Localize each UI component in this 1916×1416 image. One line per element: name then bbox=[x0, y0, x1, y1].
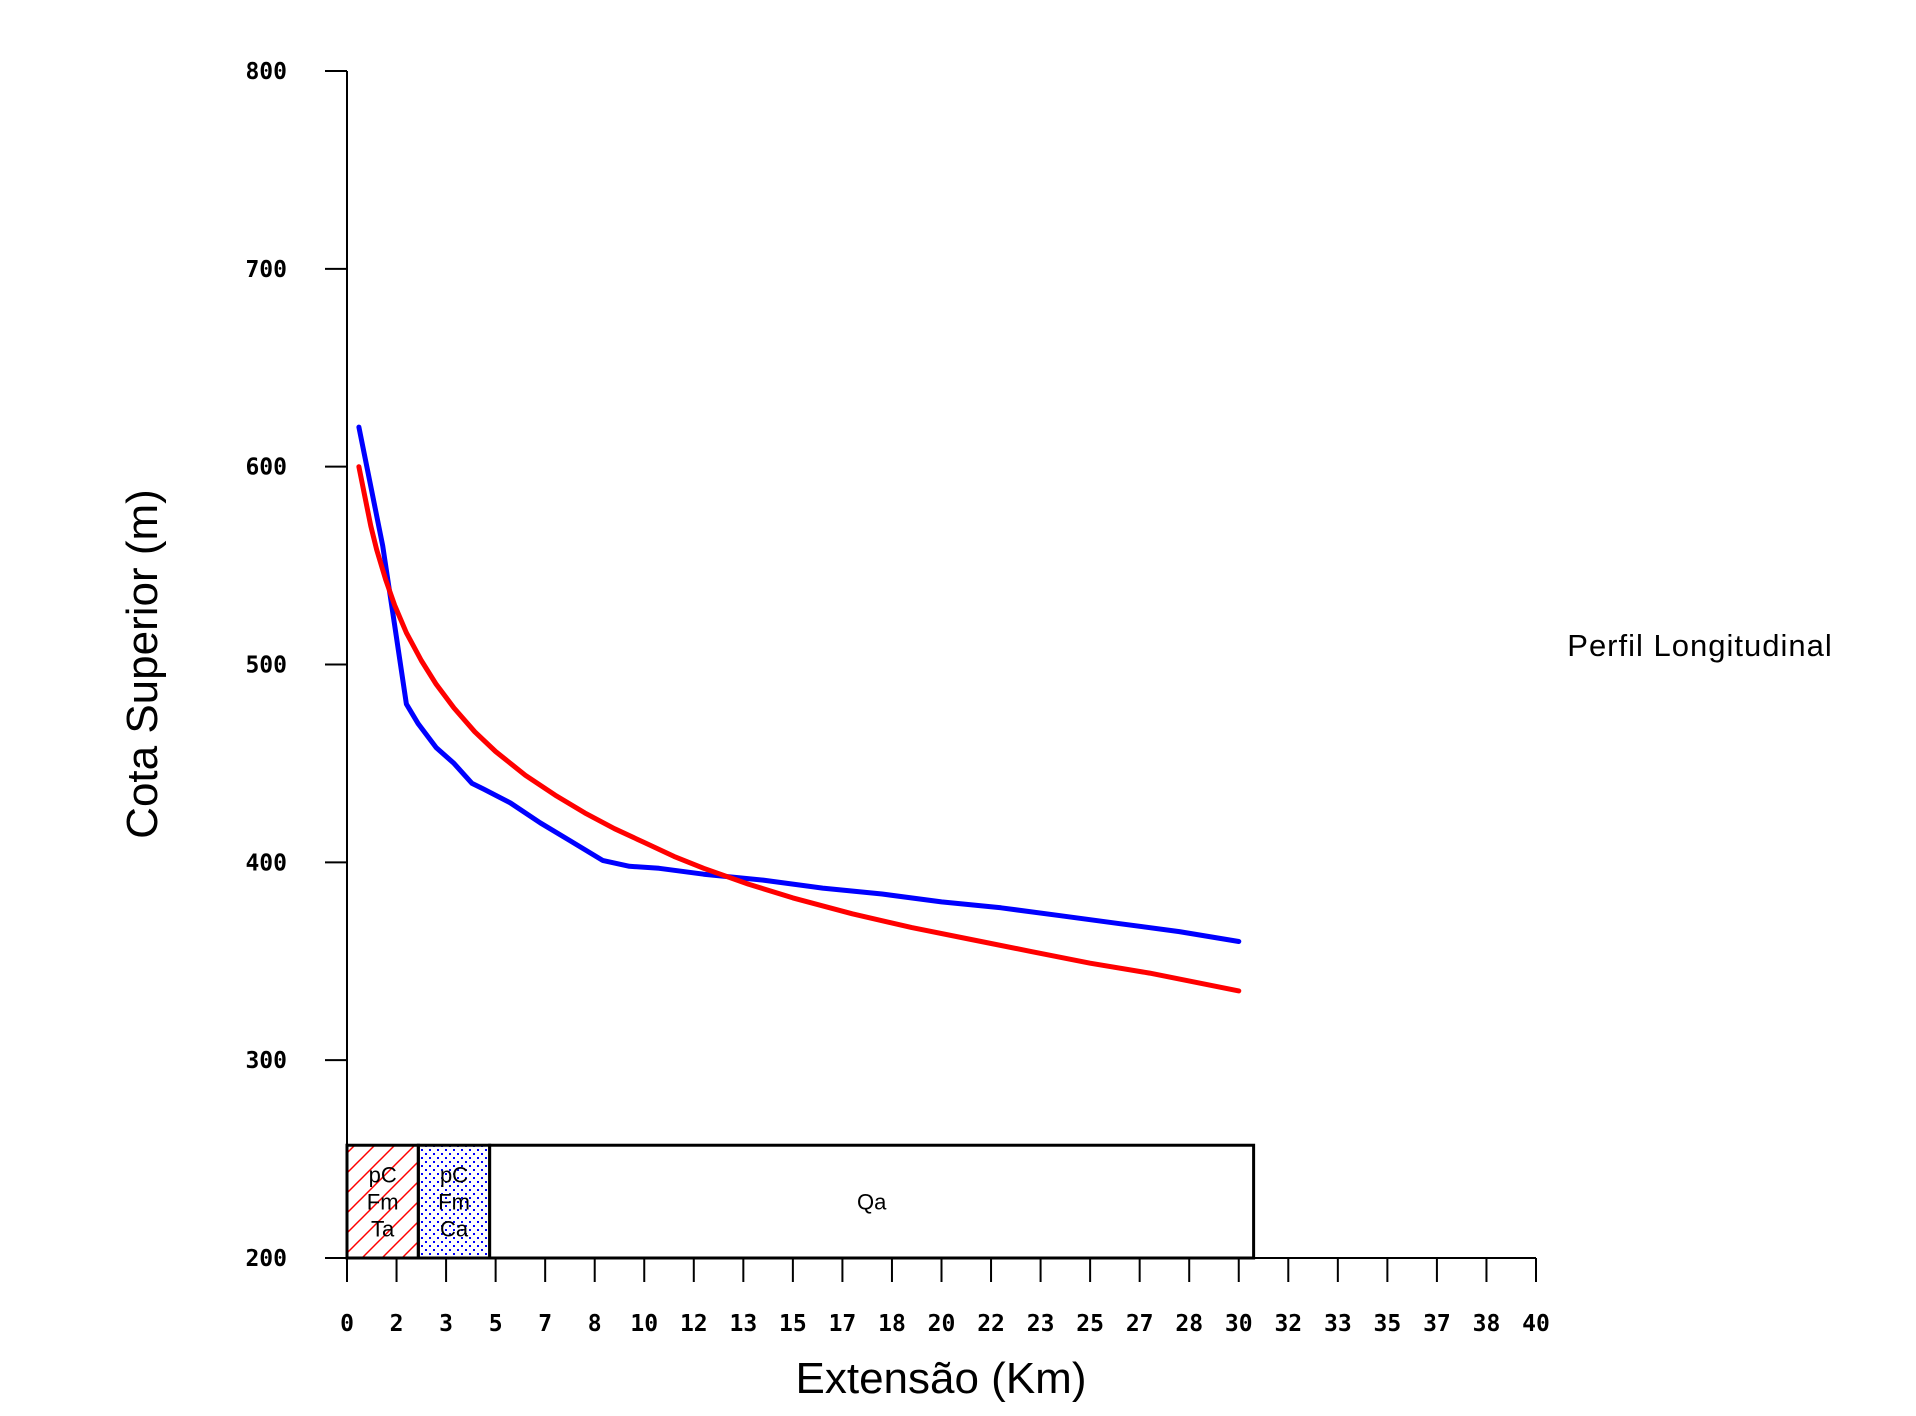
x-ticks: 0 2 3 5 7 8 10 12 13 15 17 18 20 22 23 25 27 28 30 32 33 35 37… bbox=[340, 1258, 1550, 1337]
y-tick-label: 700 bbox=[245, 257, 287, 283]
formation-label: Fm bbox=[438, 1190, 470, 1215]
x-tick-label: 23 bbox=[1027, 1311, 1055, 1337]
formation-label: Fm bbox=[367, 1190, 399, 1215]
x-tick-label: 0 bbox=[340, 1311, 354, 1337]
x-tick-label: 37 bbox=[1423, 1311, 1451, 1337]
formation-box bbox=[488, 1143, 1256, 1260]
axes bbox=[346, 71, 1536, 1259]
x-tick-label: 35 bbox=[1374, 1311, 1402, 1337]
y-tick-label: 500 bbox=[245, 653, 287, 679]
x-tick-label: 3 bbox=[439, 1311, 453, 1337]
x-tick-label: 38 bbox=[1473, 1311, 1501, 1337]
formation-label: Ta bbox=[371, 1217, 395, 1242]
formation-label: Ca bbox=[440, 1217, 469, 1242]
y-tick-label: 600 bbox=[245, 455, 287, 481]
formation-label: Qa bbox=[857, 1190, 887, 1215]
x-tick-label: 40 bbox=[1522, 1311, 1550, 1337]
y-axis-title: Cota Superior (m) bbox=[118, 489, 167, 839]
x-tick-label: 33 bbox=[1324, 1311, 1352, 1337]
x-tick-label: 20 bbox=[928, 1311, 956, 1337]
x-tick-label: 28 bbox=[1175, 1311, 1203, 1337]
series-line bbox=[356, 464, 1242, 994]
x-tick-label: 18 bbox=[878, 1311, 906, 1337]
formation-label: pC bbox=[440, 1163, 468, 1188]
x-tick-label: 5 bbox=[489, 1311, 503, 1337]
x-tick-label: 27 bbox=[1126, 1311, 1154, 1337]
series-line bbox=[356, 424, 1242, 944]
x-tick-label: 13 bbox=[729, 1311, 757, 1337]
formation-label: pC bbox=[369, 1163, 397, 1188]
x-tick-label: 30 bbox=[1225, 1311, 1253, 1337]
x-tick-label: 17 bbox=[829, 1311, 857, 1337]
x-tick-label: 2 bbox=[390, 1311, 404, 1337]
x-tick-label: 12 bbox=[680, 1311, 708, 1337]
y-tick-label: 200 bbox=[245, 1246, 287, 1272]
y-tick-label: 800 bbox=[245, 59, 287, 85]
chart-title: Perfil Longitudinal bbox=[1567, 628, 1832, 663]
x-tick-label: 22 bbox=[977, 1311, 1005, 1337]
x-tick-label: 32 bbox=[1274, 1311, 1302, 1337]
y-ticks: 200 300 400 500 600 700 800 bbox=[245, 59, 347, 1272]
y-tick-label: 400 bbox=[245, 850, 287, 876]
series bbox=[356, 424, 1242, 994]
x-tick-label: 15 bbox=[779, 1311, 807, 1337]
y-tick-label: 300 bbox=[245, 1048, 287, 1074]
x-tick-label: 8 bbox=[588, 1311, 602, 1337]
x-tick-label: 10 bbox=[630, 1311, 658, 1337]
x-tick-label: 25 bbox=[1076, 1311, 1104, 1337]
x-tick-label: 7 bbox=[538, 1311, 552, 1337]
x-axis-title: Extensão (Km) bbox=[796, 1354, 1087, 1403]
